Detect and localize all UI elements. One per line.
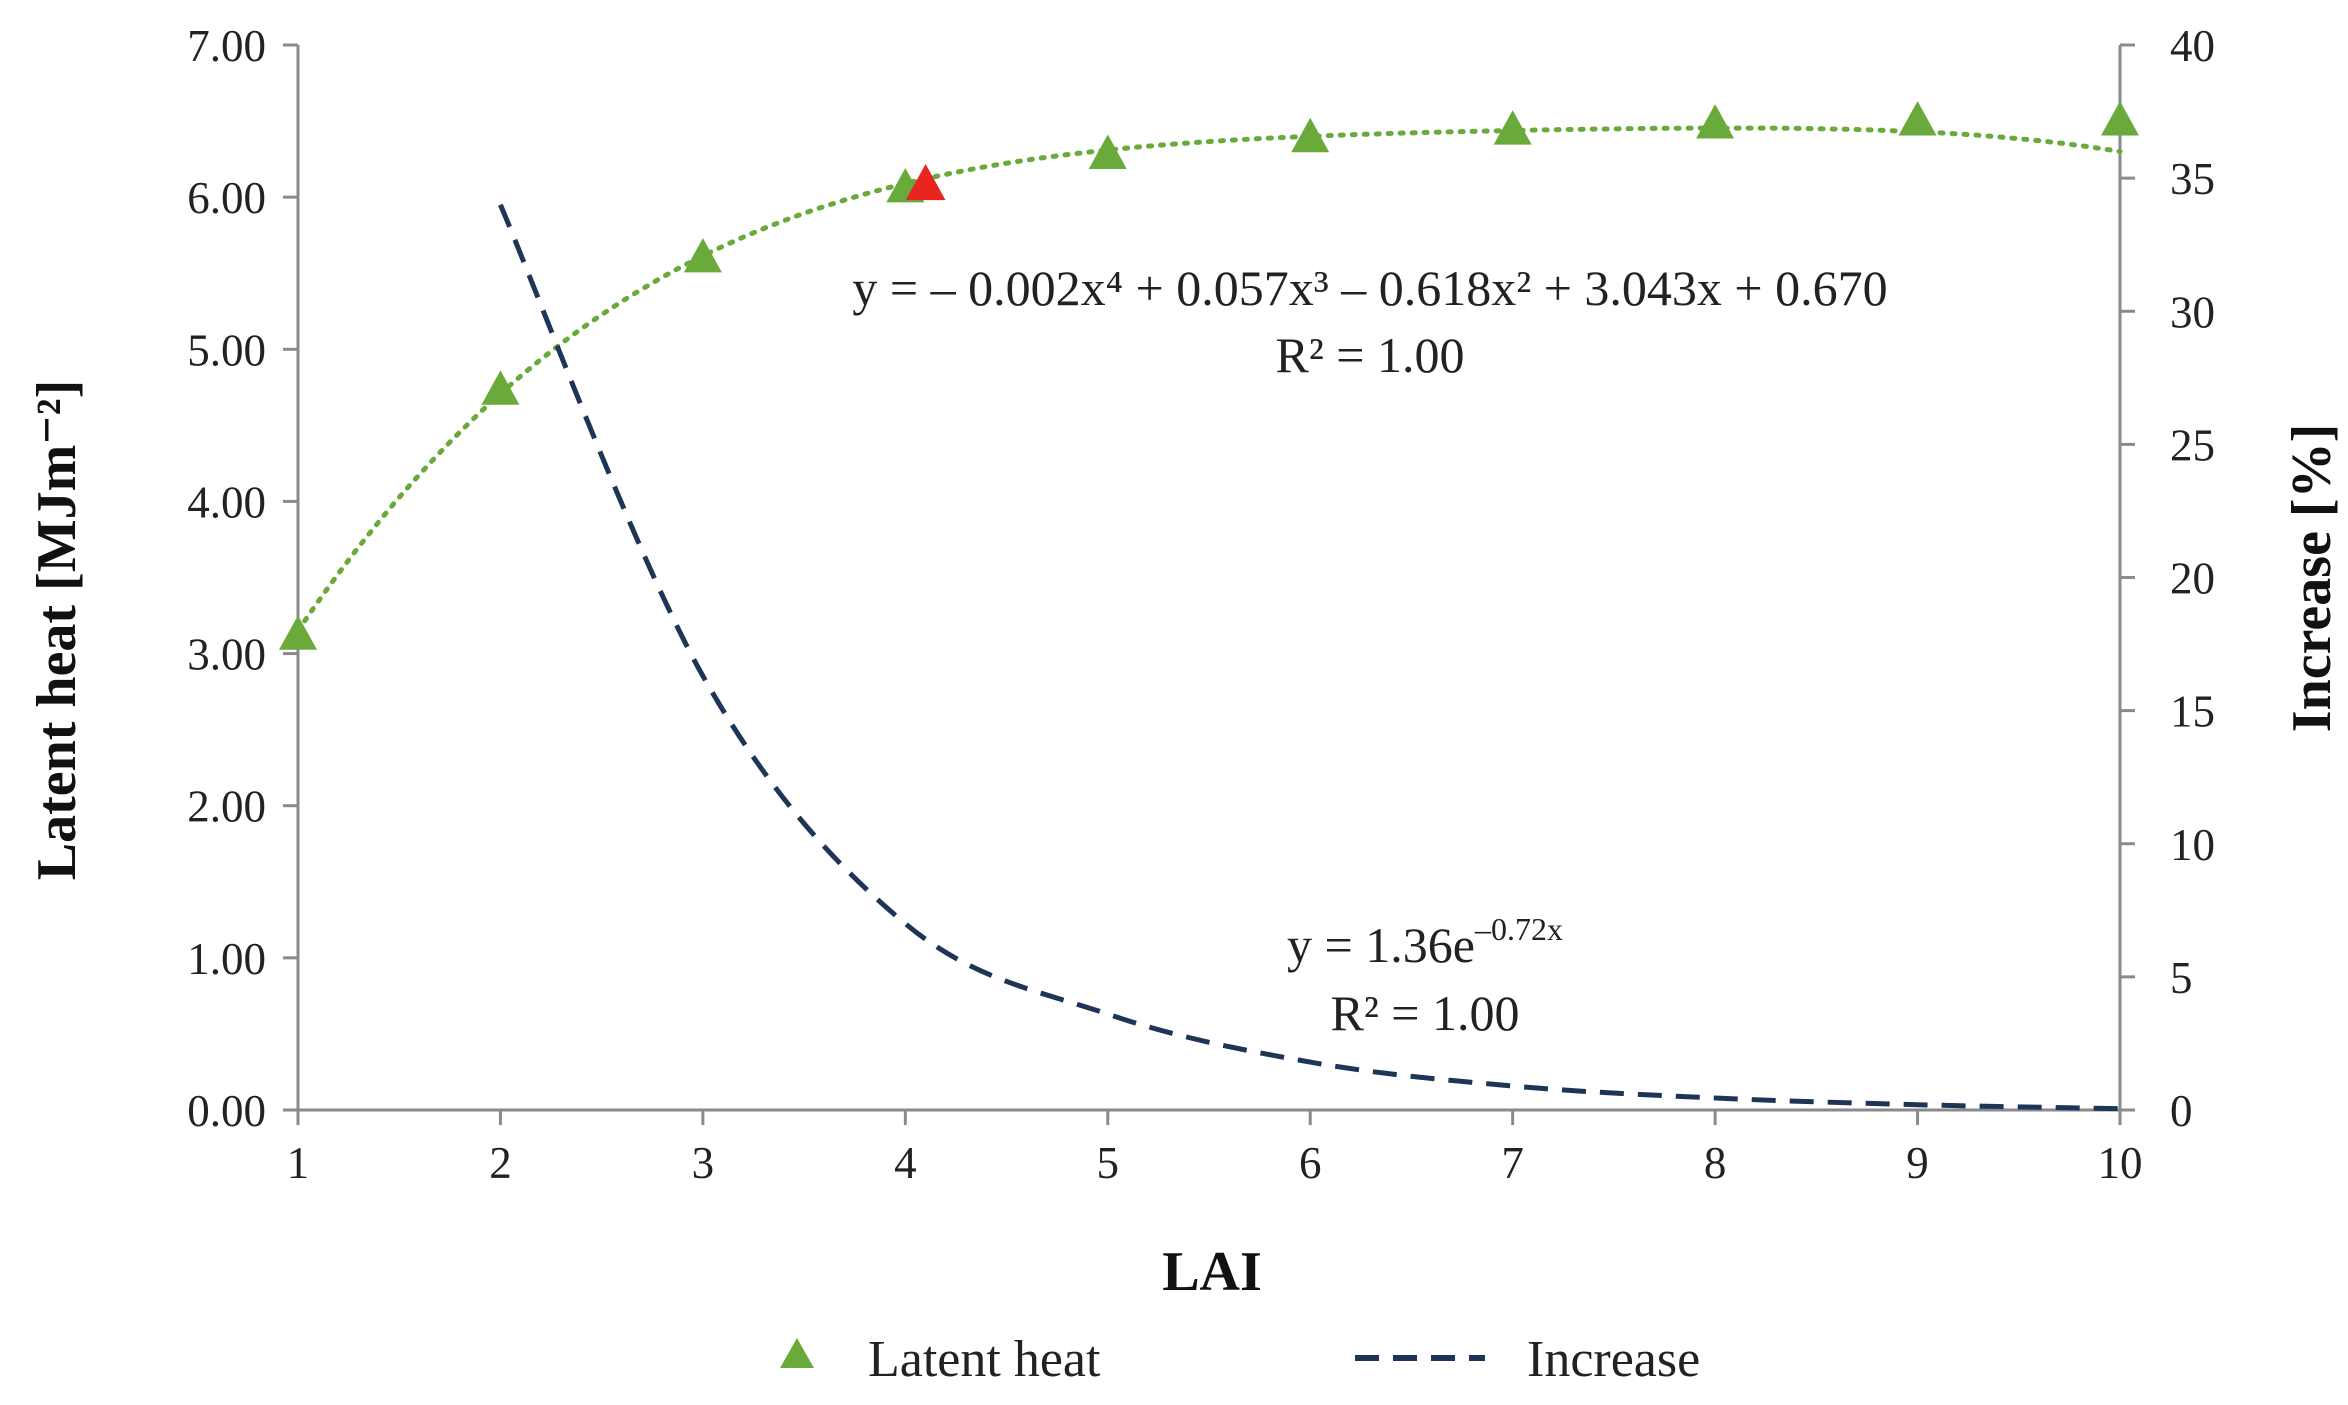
- y-tick-label: 5.00: [187, 325, 266, 375]
- plot-frame: [296, 45, 2122, 1112]
- y-tick-label: 2.00: [187, 782, 266, 832]
- x-tick-label: 3: [692, 1138, 715, 1188]
- y-tick-label: 3.00: [187, 630, 266, 680]
- y2-tick-label: 40: [2170, 21, 2215, 71]
- latent-heat-point: [1088, 134, 1127, 169]
- latent-heat-point: [2101, 101, 2139, 136]
- y2-tick-label: 5: [2170, 953, 2193, 1003]
- y-tick-label: 4.00: [187, 477, 266, 527]
- x-tick-label: 10: [2098, 1138, 2143, 1188]
- legend-label-latent-heat: Latent heat: [868, 1331, 1101, 1388]
- exp-equation-base: y = 1.36e: [1287, 917, 1475, 973]
- y2-tick-label: 25: [2170, 420, 2215, 470]
- highlight-point: [905, 163, 946, 201]
- x-tick-label: 2: [489, 1138, 512, 1188]
- y2-axis-ticks: 0 5 10 15 20 25 30 35 40: [2120, 21, 2215, 1136]
- y2-tick-label: 15: [2170, 687, 2215, 737]
- latent-heat-point: [1291, 117, 1330, 153]
- poly-equation-label: y = – 0.002x⁴ + 0.057x³ – 0.618x² + 3.04…: [852, 260, 1887, 316]
- x-tick-label: 9: [1906, 1138, 1929, 1188]
- legend-triangle-marker: [780, 1338, 814, 1368]
- y-tick-label: 0.00: [187, 1086, 266, 1136]
- latent-heat-point: [1696, 104, 1735, 139]
- x-tick-label: 4: [894, 1138, 917, 1188]
- series-layer: [295, 125, 2123, 1112]
- x-axis-title: LAI: [1162, 1241, 1262, 1303]
- y2-tick-label: 20: [2170, 554, 2215, 604]
- latent-heat-point: [683, 238, 722, 273]
- y-tick-label: 7.00: [187, 21, 266, 71]
- legend: Latent heat Increase: [780, 1331, 1700, 1388]
- points-layer: [279, 101, 2139, 650]
- y2-tick-label: 35: [2170, 154, 2215, 204]
- y2-tick-label: 30: [2170, 287, 2215, 337]
- polynomial-trendline: [295, 125, 2123, 634]
- exp-equation-exponent: –0.72x: [1474, 911, 1563, 947]
- increase-line: [498, 203, 2121, 1112]
- latent-heat-point: [481, 370, 520, 405]
- exp-equation-label: y = 1.36e–0.72x: [1287, 911, 1563, 973]
- poly-r2-label: R² = 1.00: [1275, 327, 1464, 383]
- y2-tick-label: 10: [2170, 820, 2215, 870]
- latent-heat-point: [1898, 101, 1937, 136]
- y-axis-title: Latent heat [MJm⁻²]: [26, 380, 88, 880]
- y-tick-label: 6.00: [187, 173, 266, 223]
- x-tick-label: 6: [1299, 1138, 1322, 1188]
- y-tick-label: 1.00: [187, 934, 266, 984]
- x-tick-label: 5: [1097, 1138, 1120, 1188]
- y2-tick-label: 0: [2170, 1086, 2193, 1136]
- x-tick-label: 1: [287, 1138, 310, 1188]
- legend-label-increase: Increase: [1527, 1331, 1700, 1388]
- latent-heat-point: [279, 615, 317, 650]
- y-axis-ticks: 0.00 1.00 2.00 3.00 4.00 5.00 6.00 7.00: [187, 21, 298, 1136]
- exp-r2-label: R² = 1.00: [1330, 985, 1519, 1041]
- y2-axis-title: Increase [%]: [2281, 424, 2343, 732]
- x-axis-ticks: 1 2 3 4 5 6 7 8 9 10: [287, 1110, 2143, 1188]
- x-tick-label: 7: [1501, 1138, 1524, 1188]
- latent-heat-point: [1493, 110, 1532, 145]
- x-tick-label: 8: [1704, 1138, 1727, 1188]
